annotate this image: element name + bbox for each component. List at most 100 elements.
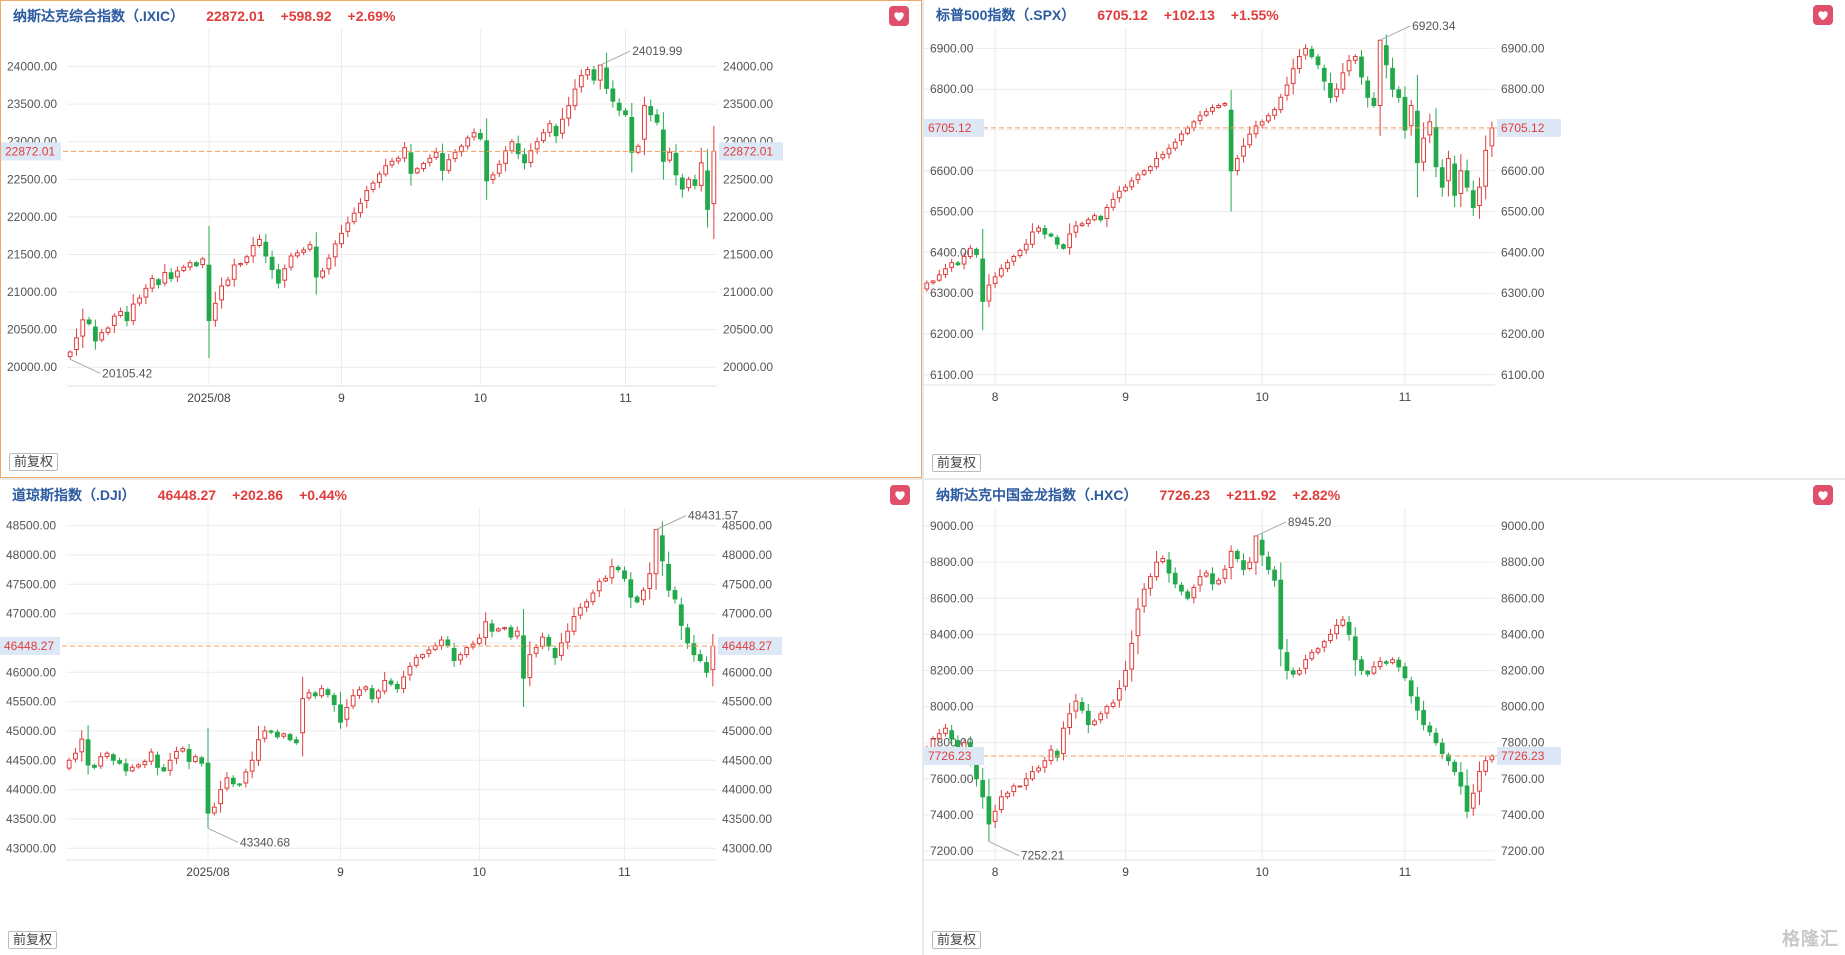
current-price-line: 7726.23 7726.23 [924, 746, 1561, 765]
candle-body [238, 262, 243, 266]
candle [1172, 138, 1178, 152]
candle [697, 649, 703, 663]
candlestick-chart[interactable]: 6100.00 6100.00 6200.00 6200.00 6300.00 6300.… [924, 0, 1845, 478]
candle-body [1036, 227, 1041, 232]
price-adjust-toggle[interactable]: 前复权 [932, 454, 982, 472]
candle-body [495, 628, 501, 632]
candle-body [1160, 153, 1166, 159]
candle-body [1489, 127, 1495, 147]
candle [156, 277, 161, 289]
candle-body [345, 222, 351, 232]
candle [1011, 254, 1017, 266]
candle-body [1408, 680, 1414, 697]
high-leader-line [655, 515, 687, 531]
candle-body [1098, 713, 1104, 721]
candle-body [641, 589, 646, 601]
candle-body [522, 154, 527, 164]
candle-body [344, 706, 350, 720]
candle [1408, 99, 1414, 136]
candle-body [351, 212, 357, 223]
candle-body [691, 643, 697, 656]
favorite-button[interactable] [890, 485, 910, 505]
candle-body [1272, 109, 1277, 116]
candle-body [533, 647, 539, 654]
candle-body [936, 733, 942, 739]
candle-body [180, 748, 186, 752]
y-tick-label: 9000.00 [930, 519, 974, 533]
candle [980, 768, 986, 809]
candle-body [350, 695, 356, 707]
candle-body [383, 165, 389, 175]
candle [1216, 577, 1222, 586]
price-tag-left-text: 7726.23 [928, 749, 972, 763]
y-tick-label: 6200.00 [930, 327, 974, 341]
candle [1433, 108, 1439, 178]
candle-body [465, 137, 471, 147]
price-adjust-toggle[interactable]: 前复权 [8, 931, 58, 949]
candle-body [1073, 700, 1079, 712]
candle [181, 264, 187, 273]
candle-body [514, 630, 520, 637]
candlestick-chart[interactable]: 7200.00 7200.00 7400.00 7400.00 7600.00 7600.… [924, 480, 1845, 955]
candle [432, 642, 438, 652]
candle-body [86, 319, 92, 325]
candle [1116, 680, 1122, 708]
price-adjust-toggle[interactable]: 前复权 [9, 453, 59, 471]
candle-body [471, 132, 477, 138]
favorite-button[interactable] [1813, 5, 1833, 25]
grid-lines [67, 29, 717, 387]
candle [105, 326, 111, 336]
candle [1315, 647, 1321, 655]
grid-lines [924, 508, 1495, 861]
candle-body [1415, 110, 1420, 164]
favorite-button[interactable] [889, 6, 909, 26]
candle-body [1309, 48, 1315, 58]
candle-body [1383, 661, 1389, 664]
candle [433, 147, 439, 160]
candle-body [1352, 56, 1358, 61]
candle-body [331, 695, 337, 706]
candle-body [623, 110, 628, 116]
x-tick-label: 2025/08 [187, 391, 231, 405]
candle [998, 264, 1004, 279]
candle [514, 626, 520, 640]
candle [218, 780, 224, 813]
candle-body [413, 657, 419, 666]
candle [522, 148, 527, 170]
x-tick-label: 9 [337, 865, 344, 879]
candle-body [503, 150, 508, 164]
candlestick-chart[interactable]: 43000.00 43000.00 43500.00 43500.00 44000.00… [0, 480, 922, 955]
candle-body [1309, 651, 1315, 660]
candle [1483, 755, 1489, 776]
candle-body [408, 152, 414, 174]
price-tag-left-text: 22872.01 [5, 144, 55, 158]
candle-body [502, 627, 507, 630]
favorite-button[interactable] [1813, 485, 1833, 505]
candle [1191, 584, 1197, 604]
candle [1203, 569, 1209, 578]
candle [1371, 92, 1377, 108]
candle-body [698, 162, 704, 186]
candle-body [1284, 652, 1290, 671]
candle-body [301, 249, 307, 253]
y-tick-label-right: 24000.00 [723, 60, 773, 74]
candlestick-chart[interactable]: 20000.00 20000.00 20500.00 20500.00 21000.00… [1, 1, 921, 479]
price-adjust-toggle[interactable]: 前复权 [932, 931, 982, 949]
candle-body [943, 727, 948, 734]
candle [508, 624, 514, 640]
candle-body [1359, 56, 1364, 78]
candle [1458, 153, 1464, 208]
y-axis-labels: 20000.00 20000.00 20500.00 20500.00 21000.00… [7, 60, 773, 375]
high-leader-line [1255, 521, 1287, 537]
y-tick-label: 22000.00 [7, 210, 57, 224]
candle [936, 728, 942, 741]
candle [238, 262, 243, 267]
candle-body [1278, 579, 1284, 650]
candle [1383, 659, 1389, 666]
candle [558, 633, 564, 661]
candle-body [615, 566, 621, 571]
x-tick-label: 11 [618, 865, 631, 879]
high-value-label: 24019.99 [632, 44, 682, 58]
candle [1030, 223, 1035, 248]
y-axis-labels: 7200.00 7200.00 7400.00 7400.00 7600.00 7600.… [930, 519, 1545, 858]
